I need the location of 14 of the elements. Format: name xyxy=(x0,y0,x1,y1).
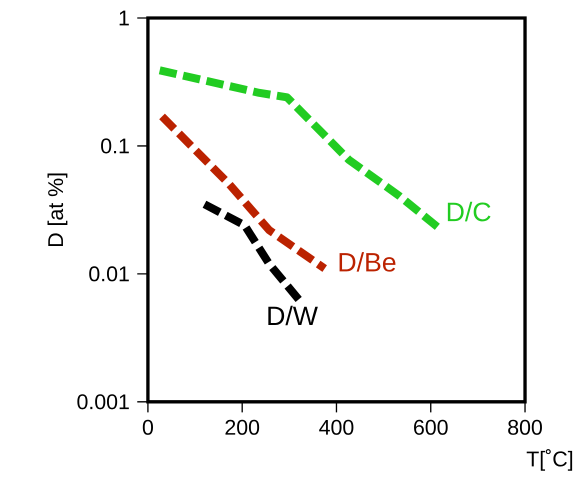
y-tick-label: 0.1 xyxy=(101,138,129,154)
x-tick-label: 800 xyxy=(508,420,542,436)
series-label: D/W xyxy=(268,306,318,326)
series-label: D/C xyxy=(448,202,491,222)
x-tick-label: 200 xyxy=(225,420,260,436)
y-tick-label: 0.01 xyxy=(89,266,129,282)
x-axis-title: T[˚C] xyxy=(526,449,572,471)
series-label: D/Be xyxy=(340,252,396,272)
x-tick-label: 0 xyxy=(142,420,153,436)
x-tick-label: 600 xyxy=(414,420,448,436)
x-tick-label: 400 xyxy=(319,420,354,436)
y-tick-label: 0.001 xyxy=(77,394,129,410)
y-axis-title: D [at %] xyxy=(48,174,68,246)
y-tick-label: 1 xyxy=(120,10,129,26)
